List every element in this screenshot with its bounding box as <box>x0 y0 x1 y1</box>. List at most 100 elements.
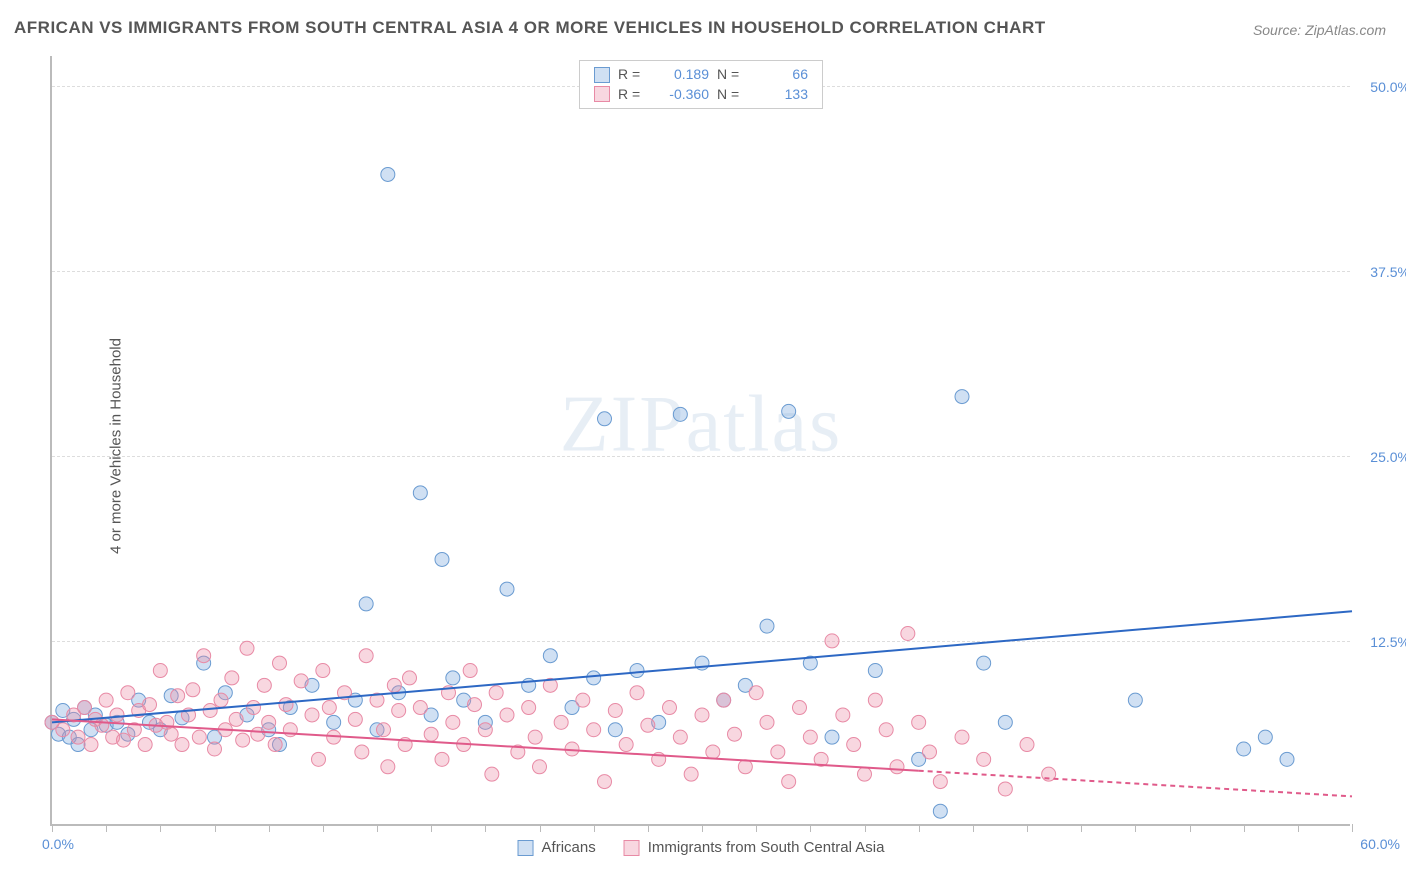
data-point <box>1128 693 1142 707</box>
y-tick-label: 12.5% <box>1370 634 1406 650</box>
data-point <box>554 715 568 729</box>
data-point <box>186 683 200 697</box>
data-point <box>279 698 293 712</box>
data-point <box>485 767 499 781</box>
data-point <box>663 701 677 715</box>
data-point <box>381 167 395 181</box>
data-point <box>316 664 330 678</box>
data-point <box>782 775 796 789</box>
data-point <box>192 730 206 744</box>
data-point <box>836 708 850 722</box>
data-point <box>236 733 250 747</box>
data-point <box>463 664 477 678</box>
data-point <box>247 701 261 715</box>
data-point <box>478 723 492 737</box>
data-point <box>587 723 601 737</box>
data-point <box>543 649 557 663</box>
data-point <box>998 782 1012 796</box>
data-point <box>760 619 774 633</box>
data-point <box>608 704 622 718</box>
data-point <box>847 738 861 752</box>
data-point <box>121 686 135 700</box>
data-point <box>998 715 1012 729</box>
data-point <box>214 693 228 707</box>
stats-legend-box: R = 0.189 N = 66 R = -0.360 N = 133 <box>579 60 823 109</box>
data-point <box>1020 738 1034 752</box>
data-point <box>825 634 839 648</box>
data-point <box>446 671 460 685</box>
data-point <box>858 767 872 781</box>
data-point <box>257 678 271 692</box>
data-point <box>359 649 373 663</box>
data-point <box>413 486 427 500</box>
data-point <box>268 738 282 752</box>
data-point <box>294 674 308 688</box>
y-tick-label: 50.0% <box>1370 79 1406 95</box>
data-point <box>901 627 915 641</box>
data-point <box>95 718 109 732</box>
data-point <box>673 407 687 421</box>
data-point <box>630 664 644 678</box>
data-point <box>977 656 991 670</box>
data-point <box>955 390 969 404</box>
data-point <box>528 730 542 744</box>
data-point <box>933 804 947 818</box>
x-axis-min-label: 0.0% <box>42 836 74 852</box>
data-point <box>229 712 243 726</box>
y-tick-label: 25.0% <box>1370 449 1406 465</box>
data-point <box>587 671 601 685</box>
data-point <box>273 656 287 670</box>
stats-row-series2: R = -0.360 N = 133 <box>594 85 808 105</box>
data-point <box>197 649 211 663</box>
data-point <box>695 708 709 722</box>
data-point <box>533 760 547 774</box>
swatch-series1-bottom <box>518 840 534 856</box>
swatch-series2-bottom <box>624 840 640 856</box>
data-point <box>446 715 460 729</box>
data-point <box>879 723 893 737</box>
data-point <box>749 686 763 700</box>
data-point <box>171 689 185 703</box>
data-point <box>868 693 882 707</box>
data-point <box>381 760 395 774</box>
data-point <box>630 686 644 700</box>
data-point <box>619 738 633 752</box>
plot-area: ZIPatlas 12.5%25.0%37.5%50.0% R = 0.189 … <box>50 56 1350 826</box>
data-point <box>500 582 514 596</box>
legend-item-series1: Africans <box>518 839 596 856</box>
bottom-legend: Africans Immigrants from South Central A… <box>518 839 885 856</box>
data-point <box>355 745 369 759</box>
data-point <box>933 775 947 789</box>
data-point <box>468 698 482 712</box>
data-point <box>1258 730 1272 744</box>
data-point <box>1237 742 1251 756</box>
data-point <box>348 712 362 726</box>
trend-line <box>52 611 1352 722</box>
data-point <box>138 738 152 752</box>
data-point <box>728 727 742 741</box>
data-point <box>435 552 449 566</box>
data-point <box>392 704 406 718</box>
data-point <box>890 760 904 774</box>
data-point <box>322 701 336 715</box>
data-point <box>240 641 254 655</box>
data-point <box>608 723 622 737</box>
data-point <box>673 730 687 744</box>
data-point <box>143 698 157 712</box>
data-point <box>868 664 882 678</box>
data-point <box>117 733 131 747</box>
x-axis-max-label: 60.0% <box>1360 836 1400 852</box>
data-point <box>771 745 785 759</box>
data-point <box>153 664 167 678</box>
data-point <box>717 693 731 707</box>
data-point <box>500 708 514 722</box>
swatch-series2 <box>594 86 610 102</box>
data-point <box>413 701 427 715</box>
data-point <box>706 745 720 759</box>
data-point <box>225 671 239 685</box>
trend-line-dashed <box>919 771 1352 797</box>
data-point <box>598 412 612 426</box>
data-point <box>175 738 189 752</box>
source-attribution: Source: ZipAtlas.com <box>1253 22 1386 38</box>
scatter-svg <box>52 56 1350 824</box>
